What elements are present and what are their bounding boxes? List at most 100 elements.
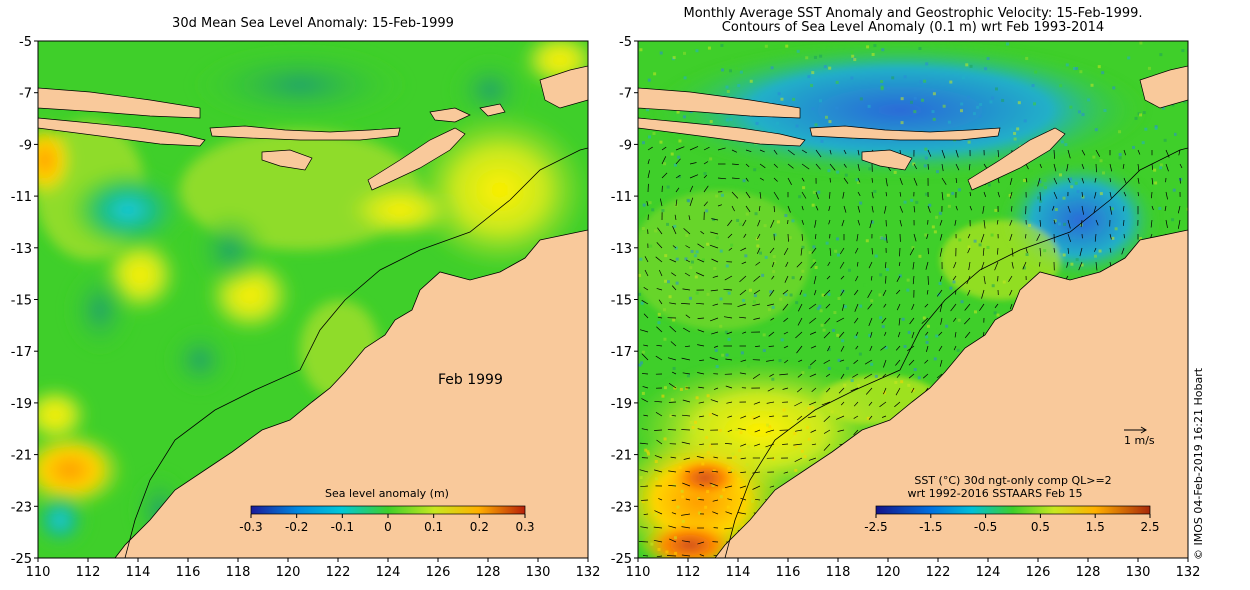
velocity-vector bbox=[854, 303, 859, 312]
sst-anomaly-map: 1 m/s bbox=[638, 41, 1188, 558]
velocity-vector bbox=[994, 261, 999, 271]
sst-speckle bbox=[698, 511, 702, 515]
sst-speckle bbox=[1176, 132, 1180, 136]
velocity-vector bbox=[711, 331, 719, 335]
sst-speckle bbox=[672, 366, 676, 370]
velocity-vector bbox=[1081, 177, 1085, 184]
sst-speckle bbox=[1020, 52, 1024, 56]
velocity-vector bbox=[913, 177, 918, 186]
velocity-vector bbox=[745, 149, 752, 153]
sst-speckle bbox=[1023, 119, 1027, 123]
sst-speckle bbox=[980, 186, 984, 190]
velocity-vector bbox=[838, 387, 845, 394]
velocity-vector bbox=[739, 289, 747, 296]
velocity-vector bbox=[853, 359, 859, 364]
sst-speckle bbox=[695, 291, 699, 295]
left-colorbar-tick-label: 0 bbox=[384, 520, 392, 534]
sst-speckle bbox=[638, 292, 642, 296]
velocity-vector bbox=[682, 482, 691, 487]
sst-speckle bbox=[979, 102, 983, 106]
velocity-vector bbox=[1067, 149, 1071, 159]
right-lat-tick-label: -17 bbox=[611, 345, 632, 360]
sst-speckle bbox=[794, 444, 798, 448]
sst-speckle bbox=[1112, 86, 1116, 90]
velocity-vector bbox=[1039, 163, 1042, 169]
velocity-vector bbox=[1081, 191, 1083, 197]
sst-speckle bbox=[946, 42, 950, 46]
sst-speckle bbox=[673, 224, 677, 228]
sst-speckle bbox=[650, 542, 654, 546]
sst-speckle bbox=[721, 68, 725, 72]
velocity-vector bbox=[1008, 275, 1013, 282]
sst-speckle bbox=[683, 76, 687, 80]
velocity-vector bbox=[727, 415, 733, 418]
sst-speckle bbox=[870, 299, 874, 303]
left-colorbar-tick-label: 0.3 bbox=[515, 520, 534, 534]
sst-speckle bbox=[974, 310, 978, 314]
velocity-vector bbox=[689, 174, 699, 179]
velocity-vector bbox=[661, 146, 667, 151]
velocity-vector bbox=[667, 357, 677, 361]
sst-speckle bbox=[819, 99, 823, 103]
sst-speckle bbox=[834, 249, 838, 253]
sst-speckle bbox=[1025, 253, 1029, 257]
velocity-vector bbox=[809, 373, 817, 378]
sst-speckle bbox=[884, 346, 888, 350]
sst-speckle bbox=[1076, 190, 1080, 194]
sst-speckle bbox=[641, 391, 645, 395]
sst-speckle bbox=[932, 92, 936, 96]
sst-speckle bbox=[995, 156, 999, 160]
velocity-vector bbox=[731, 205, 735, 212]
sst-speckle bbox=[734, 66, 738, 70]
sst-speckle bbox=[1172, 188, 1176, 192]
velocity-vector bbox=[825, 303, 831, 309]
velocity-vector bbox=[896, 289, 901, 295]
velocity-vector bbox=[731, 163, 739, 165]
sst-speckle bbox=[1171, 103, 1175, 107]
sst-speckle bbox=[919, 80, 923, 84]
velocity-vector bbox=[689, 146, 699, 151]
velocity-vector bbox=[698, 471, 705, 474]
velocity-vector bbox=[1039, 261, 1041, 267]
sst-speckle bbox=[1057, 222, 1061, 226]
velocity-vector bbox=[997, 247, 999, 255]
right-lat-tick-label: -25 bbox=[611, 552, 632, 567]
sst-speckle bbox=[761, 273, 765, 277]
left-lon-tick-label: 118 bbox=[226, 565, 251, 580]
velocity-vector bbox=[967, 233, 971, 239]
velocity-vector bbox=[1121, 247, 1125, 255]
sst-speckle bbox=[1064, 143, 1068, 147]
velocity-vector bbox=[773, 163, 778, 168]
velocity-vector bbox=[883, 303, 887, 308]
sst-speckle bbox=[912, 162, 916, 166]
velocity-vector bbox=[739, 316, 747, 319]
sst-speckle bbox=[1062, 196, 1066, 200]
velocity-vector bbox=[853, 415, 859, 419]
sst-speckle bbox=[906, 278, 910, 282]
velocity-vector bbox=[773, 205, 776, 213]
velocity-vector bbox=[854, 247, 859, 254]
velocity-vector bbox=[840, 345, 845, 352]
velocity-vector bbox=[759, 149, 765, 153]
velocity-vector bbox=[794, 457, 803, 463]
velocity-vector bbox=[840, 373, 845, 379]
sst-speckle bbox=[670, 398, 674, 402]
velocity-vector bbox=[675, 199, 678, 207]
left-lat-tick-label: -15 bbox=[11, 294, 32, 309]
right-map-title-line2: Contours of Sea Level Anomaly (0.1 m) wr… bbox=[721, 20, 1105, 35]
sst-speckle bbox=[641, 350, 645, 354]
velocity-vector bbox=[941, 177, 947, 185]
sst-speckle bbox=[1103, 108, 1107, 112]
velocity-vector bbox=[1011, 247, 1014, 257]
sst-speckle bbox=[713, 267, 717, 271]
sst-speckle bbox=[812, 245, 816, 249]
sst-speckle bbox=[685, 233, 689, 237]
sst-speckle bbox=[673, 536, 677, 540]
sst-speckle bbox=[891, 76, 895, 80]
velocity-vector bbox=[996, 219, 999, 225]
velocity-vector bbox=[811, 443, 817, 446]
velocity-vector bbox=[642, 373, 649, 375]
velocity-vector bbox=[797, 303, 803, 312]
velocity-vector bbox=[909, 247, 915, 256]
sst-speckle bbox=[764, 44, 768, 48]
